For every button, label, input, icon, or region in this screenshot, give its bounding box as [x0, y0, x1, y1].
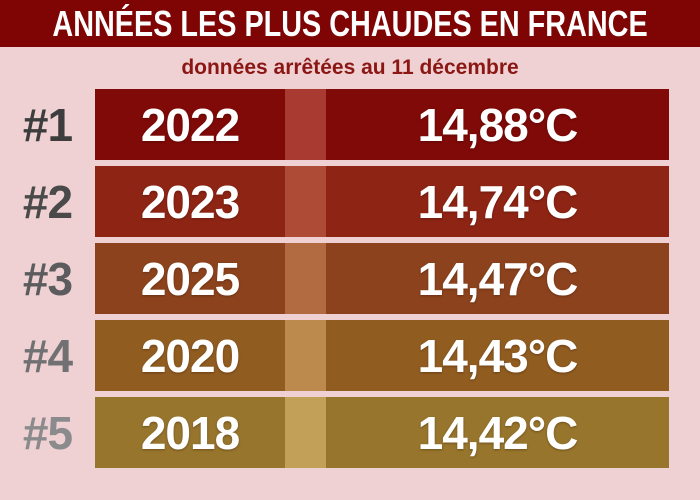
- temperature-value: 14,88°C: [326, 89, 669, 160]
- temperature-value: 14,43°C: [326, 320, 669, 391]
- year-bar: 2018 14,42°C: [95, 397, 669, 468]
- temperature-value: 14,42°C: [326, 397, 669, 468]
- title-banner: ANNÉES LES PLUS CHAUDES EN FRANCE: [0, 0, 700, 47]
- year-bar: 2023 14,74°C: [95, 166, 669, 237]
- rank-label: #3: [22, 252, 73, 305]
- year-value: 2022: [95, 89, 285, 160]
- page-title: ANNÉES LES PLUS CHAUDES EN FRANCE: [52, 2, 648, 44]
- temperature-value: 14,74°C: [326, 166, 669, 237]
- year-bar: 2022 14,88°C: [95, 89, 669, 160]
- ranking-row: #2 2023 14,74°C: [0, 166, 700, 237]
- year-value: 2025: [95, 243, 285, 314]
- bar-divider-stripe: [285, 397, 326, 468]
- ranking-row: #3 2025 14,47°C: [0, 243, 700, 314]
- bar-divider-stripe: [285, 243, 326, 314]
- subtitle: données arrêtées au 11 décembre: [181, 56, 519, 79]
- year-value: 2020: [95, 320, 285, 391]
- year-bar: 2025 14,47°C: [95, 243, 669, 314]
- bar-divider-stripe: [285, 320, 326, 391]
- ranking-list: #1 2022 14,88°C #2 2023 14,74°C #3 2025 …: [0, 89, 700, 468]
- year-value: 2018: [95, 397, 285, 468]
- ranking-row: #4 2020 14,43°C: [0, 320, 700, 391]
- ranking-row: #1 2022 14,88°C: [0, 89, 700, 160]
- rank-label: #2: [22, 175, 73, 228]
- bar-divider-stripe: [285, 166, 326, 237]
- rank-label: #1: [22, 98, 73, 151]
- ranking-row: #5 2018 14,42°C: [0, 397, 700, 468]
- rank-label: #4: [22, 329, 73, 382]
- bar-divider-stripe: [285, 89, 326, 160]
- temperature-value: 14,47°C: [326, 243, 669, 314]
- year-bar: 2020 14,43°C: [95, 320, 669, 391]
- year-value: 2023: [95, 166, 285, 237]
- rank-label: #5: [22, 406, 73, 459]
